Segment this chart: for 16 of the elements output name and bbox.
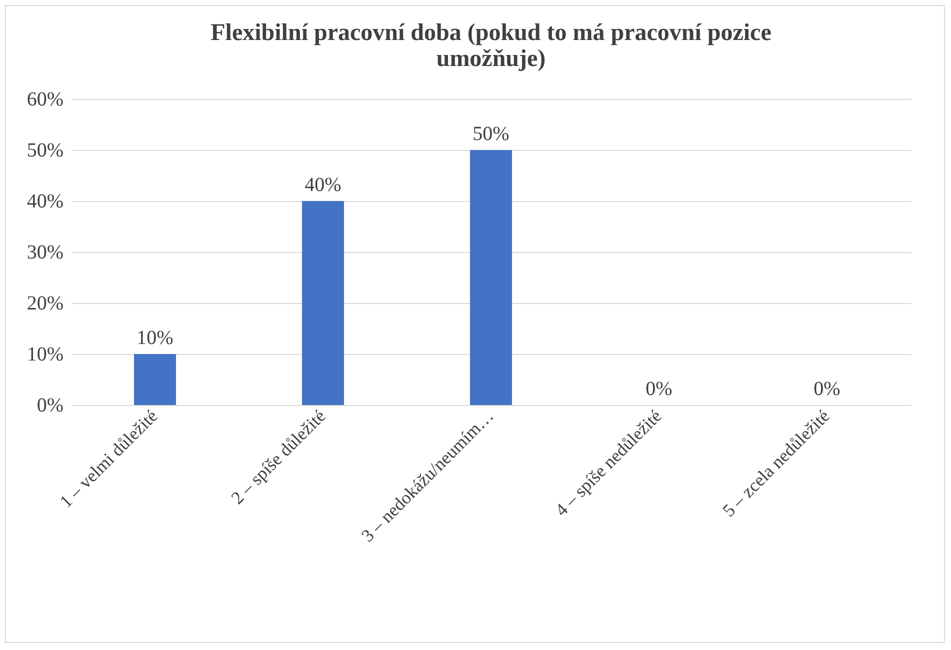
data-label: 0% (814, 378, 840, 400)
y-tick-label: 40% (26, 190, 64, 212)
bar (134, 354, 176, 405)
data-label: 10% (136, 327, 174, 349)
bar (470, 150, 512, 405)
data-label: 40% (304, 174, 342, 196)
bar (302, 201, 344, 405)
y-tick-label: 0% (36, 394, 64, 416)
y-tick-label: 30% (26, 242, 64, 264)
y-tick-label: 10% (26, 344, 64, 366)
y-tick-label: 60% (26, 88, 64, 110)
data-label: 0% (646, 378, 672, 400)
y-tick-label: 20% (26, 292, 64, 314)
data-label: 50% (472, 123, 510, 145)
chart-title: Flexibilní pracovní doba (pokud to má pracovní pozice umožňuje) (210, 20, 772, 72)
y-tick-label: 50% (26, 140, 64, 162)
